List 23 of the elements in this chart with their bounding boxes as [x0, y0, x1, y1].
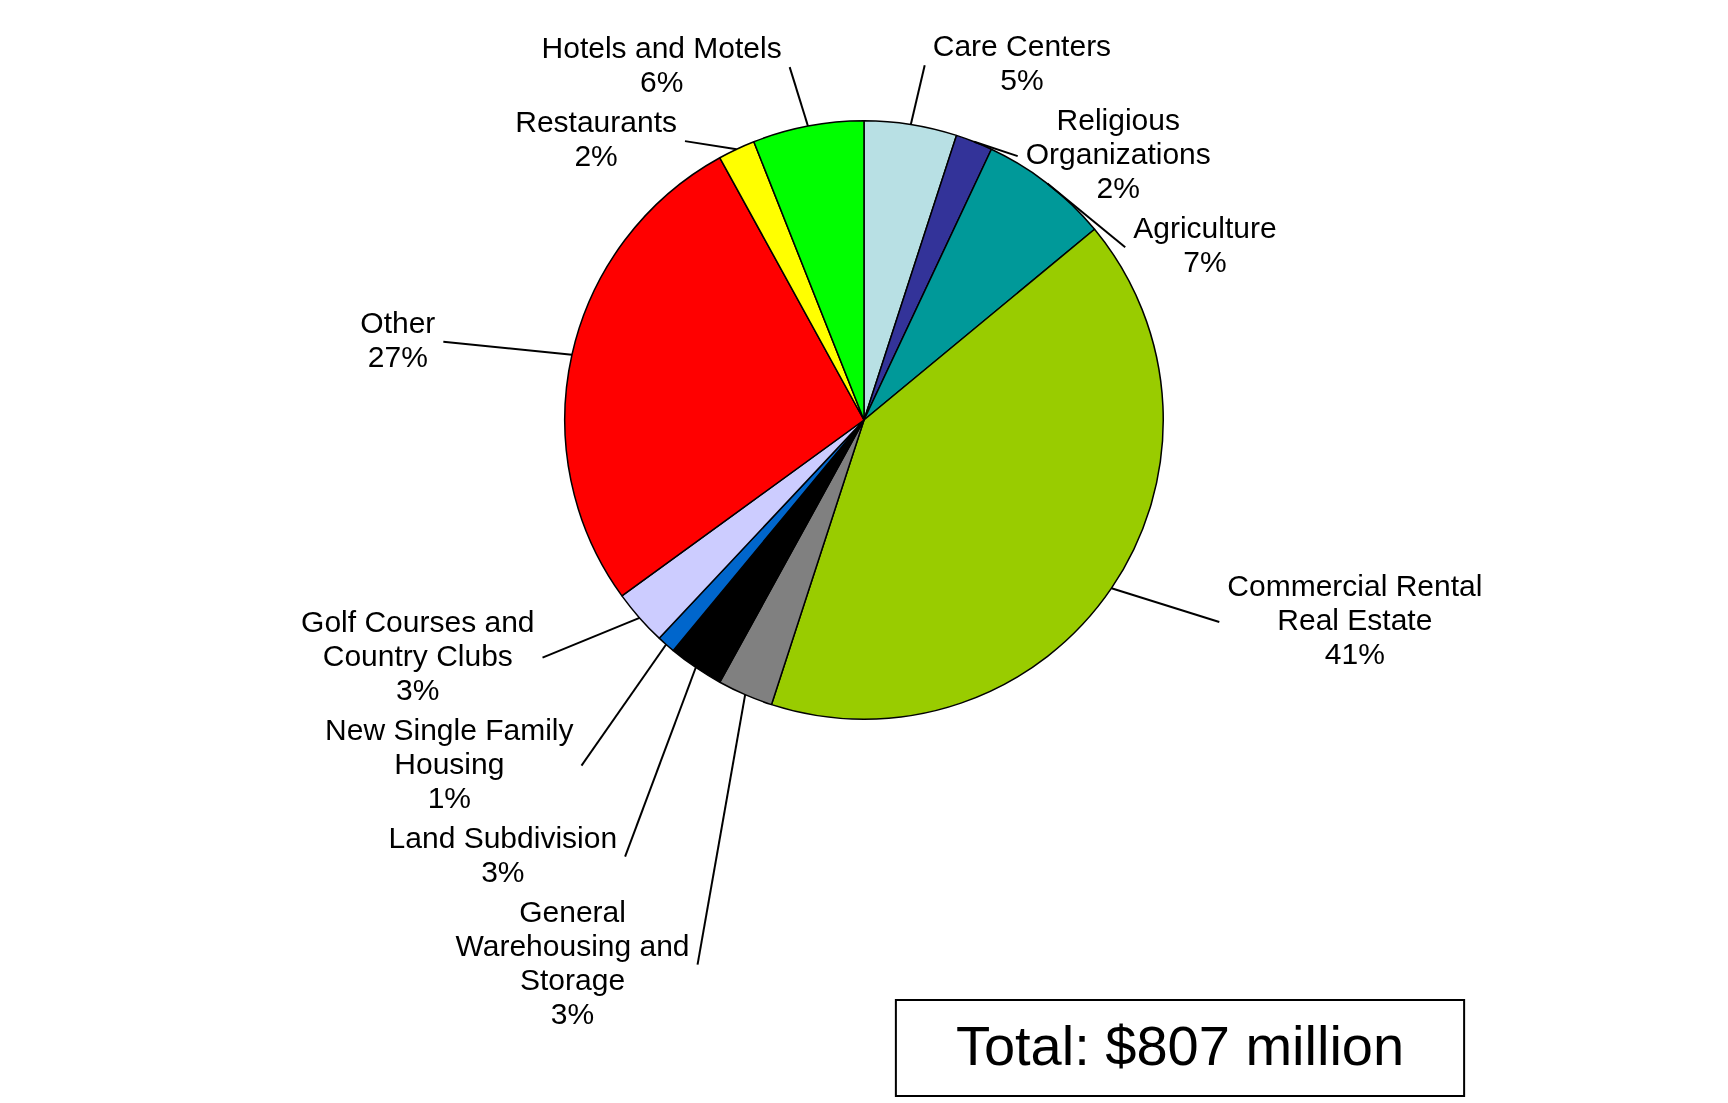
- data-label: 3%: [481, 854, 525, 888]
- data-label: 3%: [396, 672, 440, 706]
- slice-label: New Single Family Housing: [325, 712, 574, 780]
- data-label: 41%: [1324, 637, 1385, 671]
- slice-label: Land Subdivision: [388, 820, 618, 854]
- data-label: 1%: [427, 780, 471, 814]
- slice-label: Restaurants: [515, 105, 677, 139]
- slice-label: Religious Organizations: [1025, 103, 1211, 171]
- data-label: 6%: [639, 65, 684, 99]
- data-label: 3%: [550, 996, 595, 1030]
- slice-label: Care Centers: [932, 29, 1112, 63]
- data-label: 7%: [1183, 245, 1227, 279]
- text: Total: $807 million: [955, 1014, 1405, 1078]
- data-label: 2%: [574, 139, 618, 173]
- data-label: 2%: [1096, 171, 1140, 205]
- slice-label: Golf Courses and Country Clubs: [301, 604, 535, 672]
- slice-label: Agriculture: [1133, 211, 1277, 245]
- slice-label: General Warehousing and Storage: [455, 894, 690, 996]
- data-label: 27%: [367, 339, 428, 373]
- slice-label: Other: [360, 305, 436, 339]
- slice-label: Commercial Rental Real Estate: [1227, 569, 1483, 637]
- data-label: 5%: [1000, 63, 1044, 97]
- slice-label: Hotels and Motels: [541, 31, 782, 65]
